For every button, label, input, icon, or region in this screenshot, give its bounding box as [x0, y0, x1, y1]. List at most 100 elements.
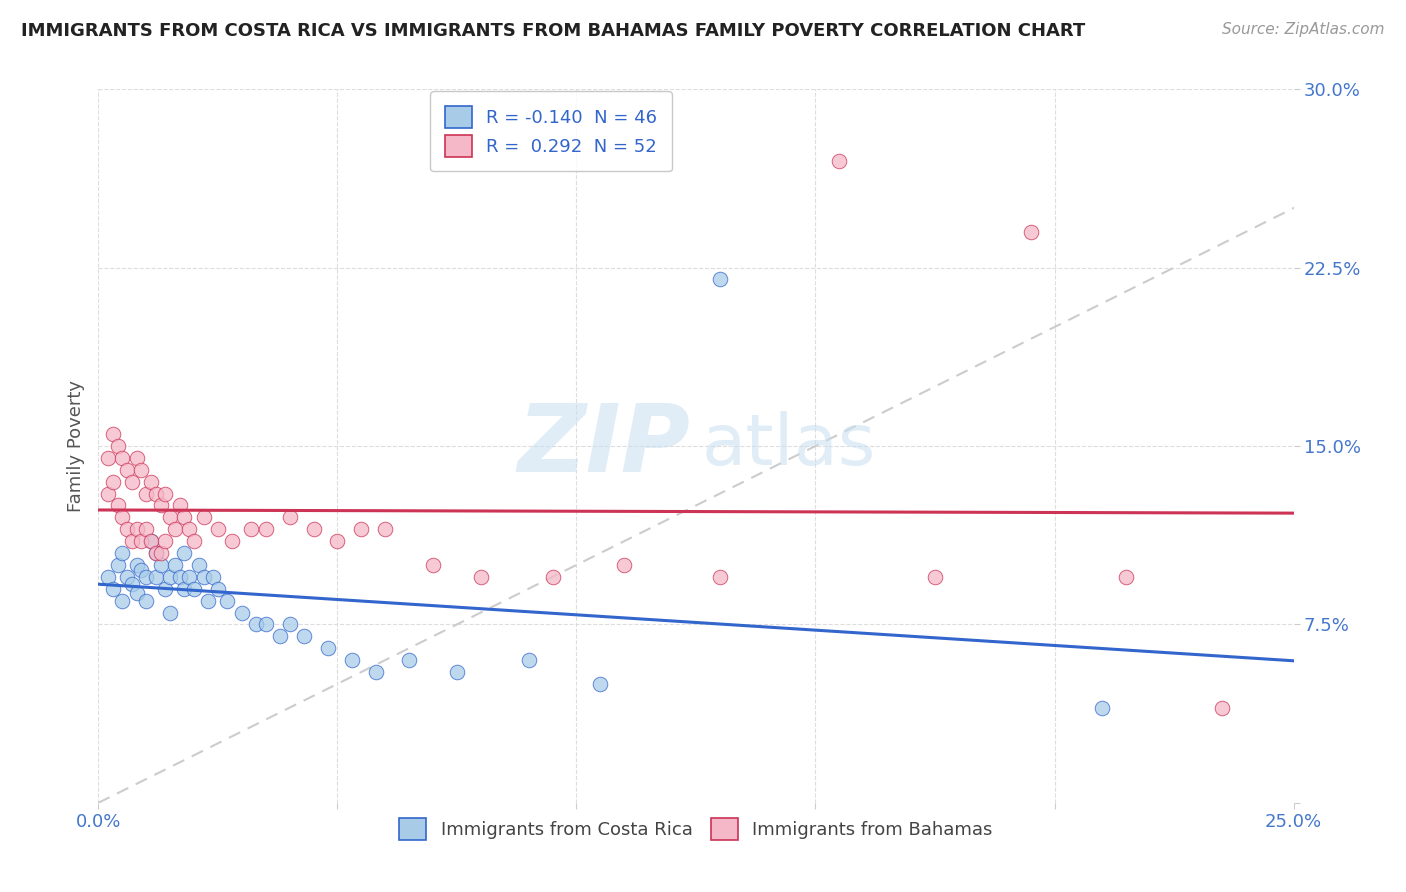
Point — [183, 582, 205, 596]
Point — [125, 558, 148, 572]
Point — [115, 570, 138, 584]
Point — [115, 522, 138, 536]
Point — [121, 475, 143, 489]
Text: Source: ZipAtlas.com: Source: ZipAtlas.com — [1222, 22, 1385, 37]
Point — [135, 593, 157, 607]
Point — [316, 641, 339, 656]
Point — [111, 593, 134, 607]
Point — [107, 439, 129, 453]
Y-axis label: Family Poverty: Family Poverty — [66, 380, 84, 512]
Point — [589, 677, 612, 691]
Point — [155, 582, 177, 596]
Point — [187, 558, 209, 572]
Point — [422, 558, 444, 572]
Point — [125, 586, 148, 600]
Point — [115, 463, 138, 477]
Point — [149, 558, 172, 572]
Text: atlas: atlas — [702, 411, 876, 481]
Point — [107, 558, 129, 572]
Text: IMMIGRANTS FROM COSTA RICA VS IMMIGRANTS FROM BAHAMAS FAMILY POVERTY CORRELATION: IMMIGRANTS FROM COSTA RICA VS IMMIGRANTS… — [21, 22, 1085, 40]
Legend: Immigrants from Costa Rica, Immigrants from Bahamas: Immigrants from Costa Rica, Immigrants f… — [392, 811, 1000, 847]
Point — [131, 463, 153, 477]
Point — [125, 450, 148, 465]
Point — [125, 522, 148, 536]
Point — [217, 593, 239, 607]
Point — [254, 522, 277, 536]
Point — [121, 534, 143, 549]
Point — [193, 570, 215, 584]
Point — [1115, 570, 1137, 584]
Point — [101, 475, 124, 489]
Point — [155, 534, 177, 549]
Point — [254, 617, 277, 632]
Point — [173, 510, 195, 524]
Point — [131, 563, 153, 577]
Point — [1211, 700, 1233, 714]
Point — [149, 546, 172, 560]
Point — [155, 486, 177, 500]
Point — [135, 522, 157, 536]
Point — [207, 582, 229, 596]
Point — [163, 522, 186, 536]
Point — [340, 653, 363, 667]
Point — [111, 510, 134, 524]
Point — [398, 653, 420, 667]
Point — [221, 534, 243, 549]
Point — [111, 450, 134, 465]
Point — [709, 272, 731, 286]
Point — [374, 522, 396, 536]
Point — [139, 534, 162, 549]
Point — [145, 486, 167, 500]
Point — [183, 534, 205, 549]
Point — [97, 450, 120, 465]
Point — [159, 510, 181, 524]
Point — [202, 570, 225, 584]
Point — [173, 582, 195, 596]
Point — [169, 499, 191, 513]
Point — [446, 665, 468, 679]
Point — [139, 475, 162, 489]
Point — [517, 653, 540, 667]
Point — [145, 546, 167, 560]
Point — [135, 570, 157, 584]
Point — [111, 546, 134, 560]
Point — [193, 510, 215, 524]
Point — [107, 499, 129, 513]
Point — [131, 534, 153, 549]
Point — [121, 577, 143, 591]
Point — [326, 534, 349, 549]
Point — [245, 617, 267, 632]
Point — [97, 570, 120, 584]
Point — [1091, 700, 1114, 714]
Point — [278, 617, 301, 632]
Point — [179, 570, 201, 584]
Point — [159, 606, 181, 620]
Point — [149, 499, 172, 513]
Point — [470, 570, 492, 584]
Point — [302, 522, 325, 536]
Point — [278, 510, 301, 524]
Point — [145, 546, 167, 560]
Point — [101, 427, 124, 442]
Point — [97, 486, 120, 500]
Point — [1019, 225, 1042, 239]
Point — [101, 582, 124, 596]
Point — [207, 522, 229, 536]
Point — [240, 522, 263, 536]
Point — [828, 153, 851, 168]
Point — [269, 629, 291, 643]
Point — [364, 665, 387, 679]
Point — [197, 593, 219, 607]
Point — [924, 570, 946, 584]
Point — [139, 534, 162, 549]
Point — [292, 629, 315, 643]
Text: ZIP: ZIP — [517, 400, 690, 492]
Point — [173, 546, 195, 560]
Point — [135, 486, 157, 500]
Point — [231, 606, 253, 620]
Point — [145, 570, 167, 584]
Point — [179, 522, 201, 536]
Point — [159, 570, 181, 584]
Point — [350, 522, 373, 536]
Point — [163, 558, 186, 572]
